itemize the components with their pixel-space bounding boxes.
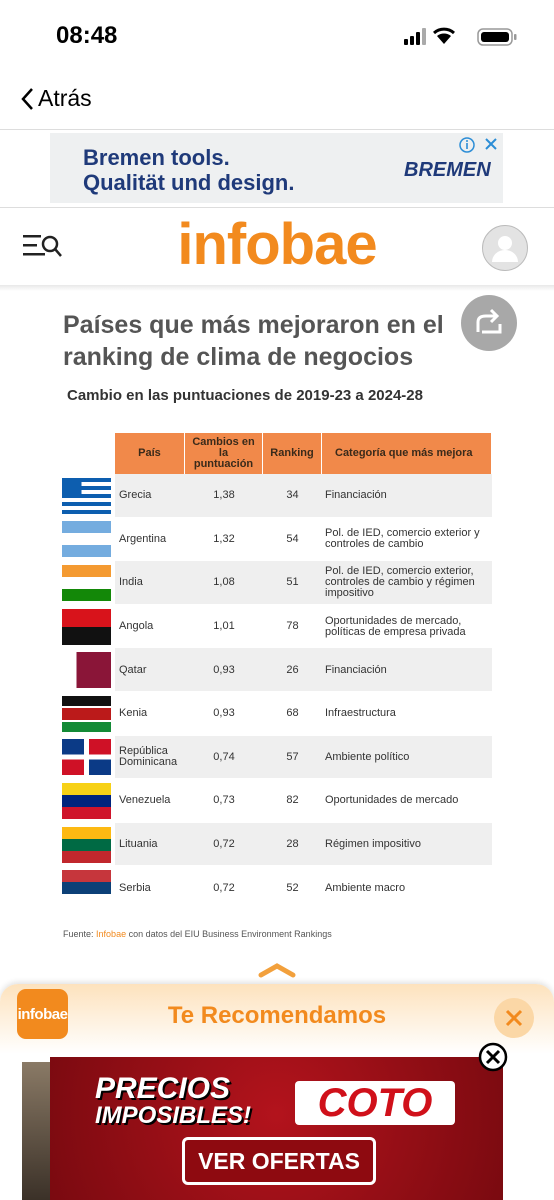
ranking: 78 <box>286 620 299 633</box>
score-change: 1,08 <box>213 576 235 589</box>
ranking: 54 <box>286 532 299 545</box>
country-flag <box>62 652 111 689</box>
row-background <box>115 648 492 691</box>
back-chevron <box>21 87 33 110</box>
score-change: 0,72 <box>213 838 235 851</box>
ranking: 28 <box>286 838 299 851</box>
country: Argentina <box>119 532 167 545</box>
table-header: País <box>115 433 184 474</box>
divider <box>0 207 554 208</box>
score-change: 0,74 <box>213 750 235 763</box>
divider <box>0 129 554 130</box>
category: Infraestructura <box>325 707 396 720</box>
status-time: 08:48 <box>56 22 118 49</box>
ad-controls[interactable] <box>458 136 502 154</box>
country-flag <box>62 477 111 514</box>
country: Lituania <box>119 838 158 851</box>
country-flag <box>62 695 111 732</box>
recommend-title: Te Recomendamos <box>167 1002 387 1029</box>
score-change: 1,32 <box>213 532 235 545</box>
ranking: 26 <box>286 663 299 676</box>
expand-chevron[interactable] <box>258 962 296 978</box>
ad-brand: COTO <box>295 1081 455 1125</box>
menu-search-button[interactable] <box>23 233 63 263</box>
source-note: Fuente: Infobae con datos del EIU Busine… <box>63 929 332 939</box>
category: Financiación <box>325 663 387 676</box>
row-background <box>115 735 492 779</box>
country: Grecia <box>119 489 152 502</box>
country-flag <box>62 739 111 776</box>
chart-title: Países que más mejoraron en el ranking d… <box>63 311 444 371</box>
country-flag <box>62 521 111 558</box>
site-logo[interactable]: infobae <box>177 212 377 277</box>
row-background <box>115 561 492 604</box>
ad-line: PRECIOS <box>95 1072 231 1105</box>
header-shadow <box>0 285 554 291</box>
avatar-button[interactable] <box>481 224 529 272</box>
score-change: 0,73 <box>213 794 235 807</box>
country-flag <box>62 783 111 819</box>
country: Qatar <box>119 663 147 676</box>
table-header: Ranking <box>263 433 321 474</box>
ad-banner[interactable]: PRECIOS IMPOSIBLES! COTO VER OFERTAS <box>50 1057 503 1200</box>
category: Ambiente político <box>325 750 410 763</box>
country: Kenia <box>119 707 148 720</box>
ranking: 52 <box>286 881 299 894</box>
score-change: 0,93 <box>213 707 235 720</box>
category: Pol. de IED, comercio exterior, controle… <box>325 565 475 600</box>
score-change: 0,72 <box>213 881 235 894</box>
source-prefix: Fuente: <box>63 929 94 939</box>
category: Oportunidades de mercado <box>325 794 459 807</box>
ad-line: Bremen tools. <box>83 145 230 170</box>
source-brand: Infobae <box>96 929 127 939</box>
ranking: 34 <box>286 489 299 502</box>
country-flag <box>62 608 111 645</box>
recommend-close[interactable] <box>493 997 535 1039</box>
country: Angola <box>119 620 154 633</box>
article-thumbnail[interactable] <box>22 1062 52 1200</box>
category: Régimen impositivo <box>325 838 421 851</box>
ranking: 57 <box>286 750 299 763</box>
row-background <box>115 474 492 517</box>
back-button[interactable]: Atrás <box>20 85 92 112</box>
category: Financiación <box>325 489 387 502</box>
recommend-logo: infobae <box>17 989 68 1039</box>
table-header: Categoría que más mejora <box>322 433 491 474</box>
category: Ambiente macro <box>325 881 406 894</box>
country: República Dominicana <box>119 745 178 769</box>
score-change: 1,01 <box>213 620 235 633</box>
ranking-table: País Cambios en la puntuación Ranking Categ… <box>0 0 554 907</box>
ranking: 68 <box>286 707 299 720</box>
status-icons <box>404 27 517 46</box>
ad-banner[interactable]: Bremen tools. Qualität und design. BREME… <box>50 133 503 203</box>
back-label: Atrás <box>38 85 92 111</box>
row-background <box>115 822 492 866</box>
ad-brand: BREMEN <box>404 159 491 181</box>
ranking: 51 <box>286 576 299 589</box>
category: Pol. de IED, comercio exterior y control… <box>325 527 480 551</box>
category: Oportunidades de mercado, políticas de e… <box>325 614 466 638</box>
ad-line: Qualität und design. <box>83 170 295 195</box>
ranking: 82 <box>286 794 299 807</box>
table-header: Cambios en la puntuación <box>185 433 262 474</box>
country-flag <box>62 870 111 907</box>
ad-close[interactable] <box>478 1042 508 1072</box>
country-flag <box>62 826 111 863</box>
ad-line: IMPOSIBLES! <box>95 1102 252 1129</box>
score-change: 1,38 <box>213 489 235 502</box>
country: Serbia <box>119 881 151 894</box>
ad-button[interactable]: VER OFERTAS <box>182 1137 376 1185</box>
country: India <box>119 576 143 589</box>
country-flag <box>62 565 111 601</box>
score-change: 0,93 <box>213 663 235 676</box>
source-text: con datos del EIU Business Environment R… <box>128 929 332 939</box>
share-button[interactable] <box>460 294 518 352</box>
chart-subtitle: Cambio en las puntuaciones de 2019-23 a … <box>67 387 423 404</box>
country: Venezuela <box>119 794 171 807</box>
